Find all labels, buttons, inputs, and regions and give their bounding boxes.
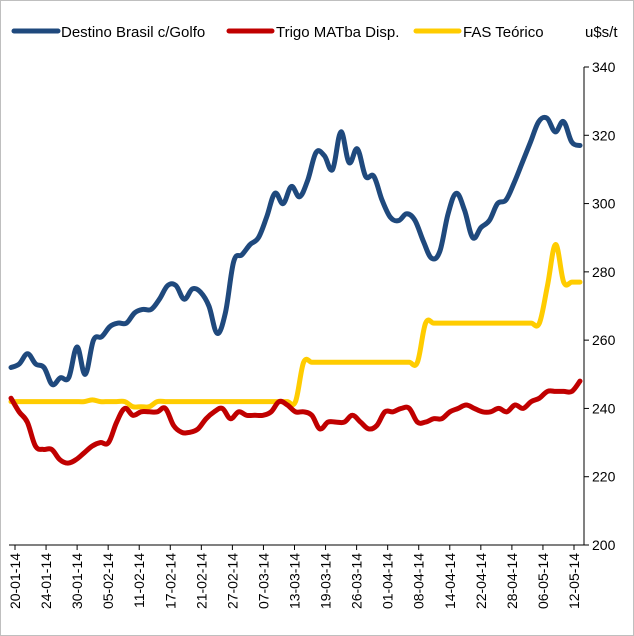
- series-line-1: [8, 378, 583, 466]
- y-tick-label: 320: [592, 127, 616, 143]
- y-tick-label: 340: [592, 59, 616, 75]
- y-tick-label: 280: [592, 264, 616, 280]
- x-tick-label: 21-02-14: [193, 553, 209, 609]
- y-tick-label: 200: [592, 537, 616, 553]
- x-tick-label: 08-04-14: [411, 553, 427, 609]
- x-tick-label: 11-02-14: [131, 553, 147, 608]
- legend: Destino Brasil c/Golfo Trigo MATba Disp.…: [11, 24, 544, 41]
- x-tick-label: 05-02-14: [100, 553, 116, 609]
- x-tick-label: 12-05-14: [566, 553, 582, 609]
- x-tick-label: 01-04-14: [380, 553, 396, 609]
- x-tick-label: 13-03-14: [287, 553, 303, 609]
- legend-label-fas-teorico: FAS Teórico: [463, 24, 544, 41]
- legend-label-trigo-matba: Trigo MATba Disp.: [276, 24, 399, 41]
- x-tick-label: 27-02-14: [224, 553, 240, 609]
- legend-label-destino-brasil: Destino Brasil c/Golfo: [61, 24, 205, 41]
- x-tick-label: 30-01-14: [69, 553, 85, 609]
- x-tick-label: 19-03-14: [318, 553, 334, 609]
- x-tick-label: 24-01-14: [38, 553, 54, 609]
- y-axis-unit-label: u$s/t: [585, 24, 618, 41]
- y-tick-label: 220: [592, 469, 616, 485]
- y-axis-ticks: 200 220 240 260 280 300 320 340: [584, 59, 616, 553]
- x-axis-ticks: 20-01-14 24-01-14 30-01-14 05-02-14 11-02-14…: [7, 545, 582, 609]
- x-tick-label: 22-04-14: [473, 553, 489, 609]
- y-tick-label: 260: [592, 332, 616, 348]
- series-line-2: [8, 241, 583, 410]
- x-tick-label: 14-04-14: [442, 553, 458, 609]
- x-tick-label: 28-04-14: [504, 553, 520, 609]
- y-tick-label: 240: [592, 400, 616, 416]
- y-tick-label: 300: [592, 196, 616, 212]
- x-tick-label: 07-03-14: [255, 553, 271, 609]
- series-lines: [8, 114, 583, 466]
- series-line-0: [8, 114, 583, 388]
- x-tick-label: 20-01-14: [7, 553, 23, 609]
- x-tick-label: 17-02-14: [162, 553, 178, 609]
- x-tick-label: 06-05-14: [535, 553, 551, 609]
- x-tick-label: 26-03-14: [349, 553, 365, 609]
